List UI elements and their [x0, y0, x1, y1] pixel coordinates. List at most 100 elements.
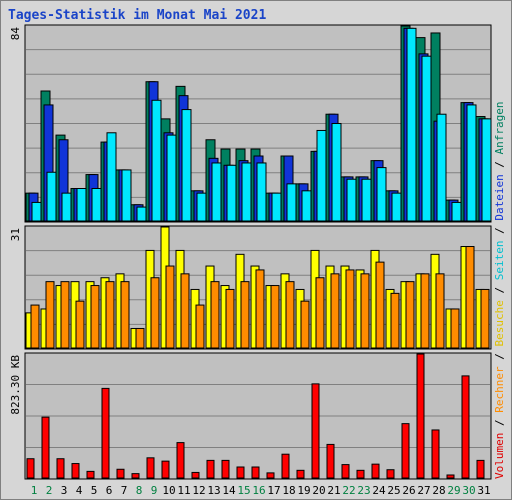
visits-bar-rechner-day-20 [315, 277, 325, 349]
visits-bar-rechner-day-21 [330, 273, 340, 349]
hits-bar-seiten-day-10 [166, 134, 177, 222]
hits-bar-seiten-day-16 [256, 162, 267, 222]
x-tick-label: 19 [297, 484, 310, 497]
hits-bar-seiten-day-15 [241, 162, 252, 222]
hits-bar-seiten-day-24 [376, 167, 387, 222]
volume-bar-volumen-day-30 [461, 375, 470, 479]
hits-bar-seiten-day-28 [436, 113, 447, 222]
visits-bar-rechner-day-5 [90, 285, 100, 349]
hits-bar-seiten-day-23 [361, 178, 372, 222]
x-tick-label: 8 [136, 484, 143, 497]
legend-separator: / [493, 413, 506, 433]
visits-bar-rechner-day-18 [285, 281, 295, 349]
x-tick-label: 4 [76, 484, 83, 497]
volume-bar-volumen-day-8 [131, 473, 140, 479]
x-tick-label: 24 [372, 484, 386, 497]
legend-anfragen: Anfragen [493, 101, 506, 154]
x-tick-label: 14 [222, 484, 236, 497]
visits-bar-rechner-day-24 [375, 261, 385, 349]
hits-bar-seiten-day-4 [76, 188, 87, 222]
hits-bar-seiten-day-6 [106, 132, 117, 222]
x-tick-label: 29 [447, 484, 460, 497]
visits-bar-rechner-day-26 [405, 281, 415, 349]
volume-bar-volumen-day-18 [281, 453, 290, 479]
visits-bar-rechner-day-22 [345, 269, 355, 349]
volume-bar-volumen-day-9 [146, 457, 155, 479]
hits-bar-seiten-day-21 [331, 123, 342, 222]
volume-bar-volumen-day-2 [41, 416, 50, 479]
x-axis-day-labels: 1 2 3 4 5 6 7 8 9 10 11 12 13 14 15 16 17 18 19 20 21 22 23 24 2… [31, 484, 491, 497]
visits-bar-rechner-day-2 [45, 281, 55, 349]
x-tick-label: 17 [267, 484, 280, 497]
hits-bar-seiten-day-20 [316, 129, 327, 222]
legend-separator: / [493, 154, 506, 174]
volume-panel: 823.30 KB [9, 352, 492, 480]
x-tick-label: 15 [237, 484, 250, 497]
volume-bar-volumen-day-11 [176, 442, 185, 479]
x-tick-label: 1 [31, 484, 38, 497]
x-tick-label: 3 [61, 484, 68, 497]
visits-bar-rechner-day-17 [270, 285, 280, 349]
visits-bar-rechner-day-23 [360, 273, 370, 349]
volume-bar-volumen-day-22 [341, 464, 350, 479]
x-tick-label: 31 [477, 484, 490, 497]
hits-bar-seiten-day-22 [346, 178, 357, 222]
visits-bar-rechner-day-25 [390, 292, 400, 349]
x-tick-label: 23 [357, 484, 370, 497]
hits-bar-seiten-day-5 [91, 188, 102, 222]
x-tick-label: 30 [462, 484, 475, 497]
hits-bar-seiten-day-14 [226, 164, 237, 222]
x-tick-label: 18 [282, 484, 295, 497]
hits-bar-seiten-day-9 [151, 99, 162, 222]
volume-bar-volumen-day-4 [71, 463, 80, 479]
hits-bar-seiten-day-1 [31, 201, 42, 222]
visits-bar-rechner-day-12 [195, 304, 205, 349]
visits-bar-rechner-day-10 [165, 265, 175, 349]
x-tick-label: 9 [151, 484, 158, 497]
volume-bar-volumen-day-5 [86, 470, 95, 479]
x-tick-label: 20 [312, 484, 325, 497]
hits-bar-seiten-day-26 [406, 27, 417, 222]
hits-bar-seiten-day-19 [301, 190, 312, 222]
volume-bar-volumen-day-20 [311, 383, 320, 479]
visits-bar-rechner-day-4 [75, 300, 85, 349]
legend-besuche: Besuche [493, 300, 506, 346]
hits-bar-seiten-day-18 [286, 183, 297, 222]
volume-max-label: 823.30 KB [9, 355, 22, 415]
volume-bar-volumen-day-23 [356, 469, 365, 479]
legend-dateien: Dateien [493, 174, 506, 220]
visits-panel: 31 [9, 225, 492, 350]
volume-bar-volumen-day-6 [101, 387, 110, 479]
volume-bar-volumen-day-3 [56, 458, 65, 479]
hits-bar-seiten-day-17 [271, 192, 282, 222]
side-legend: Volumen / Rechner / Besuche / Seiten / D… [493, 101, 506, 479]
visits-bar-rechner-day-14 [225, 288, 235, 349]
hits-bar-seiten-day-2 [46, 171, 57, 222]
hits-bar-seiten-day-30 [466, 104, 477, 222]
x-tick-label: 7 [121, 484, 128, 497]
volume-bar-volumen-day-10 [161, 460, 170, 479]
legend-separator: / [493, 221, 506, 241]
legend-separator: / [493, 347, 506, 367]
volume-bar-volumen-day-31 [476, 459, 485, 479]
volume-bar-volumen-day-17 [266, 472, 275, 479]
visits-bar-rechner-day-16 [255, 269, 265, 349]
x-tick-label: 25 [387, 484, 400, 497]
volume-bar-volumen-day-13 [206, 459, 215, 479]
visits-bar-rechner-day-19 [300, 300, 310, 349]
volume-bar-volumen-day-29 [446, 474, 455, 479]
volume-bar-volumen-day-24 [371, 463, 380, 479]
hits-bar-seiten-day-13 [211, 162, 222, 222]
visits-max-label: 31 [9, 228, 22, 241]
volume-bar-volumen-day-27 [416, 353, 425, 479]
volume-bar-volumen-day-15 [236, 466, 245, 479]
volume-bar-volumen-day-19 [296, 469, 305, 479]
x-tick-label: 28 [432, 484, 445, 497]
hits-bar-seiten-day-31 [481, 118, 492, 222]
hits-bar-seiten-day-7 [121, 169, 132, 222]
visits-bar-rechner-day-29 [450, 308, 460, 349]
visits-bar-rechner-day-13 [210, 281, 220, 349]
visits-bar-rechner-day-8 [135, 327, 145, 349]
visits-bar-rechner-day-6 [105, 281, 115, 349]
